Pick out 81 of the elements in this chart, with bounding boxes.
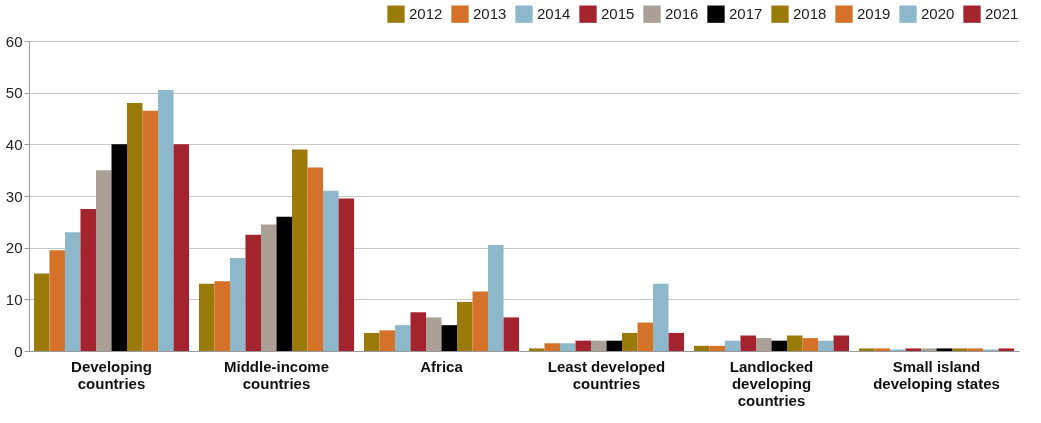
x-tick-label: Middle-income countries [223, 357, 330, 392]
bar [33, 273, 50, 351]
legend-label: 2016 [665, 5, 699, 23]
bar [214, 281, 230, 351]
y-tick-label: 10 [5, 290, 23, 308]
bar [544, 343, 560, 351]
bar [363, 332, 380, 351]
bar [724, 340, 741, 351]
bar [622, 332, 638, 351]
x-tick-label: Least developed countries [547, 357, 666, 392]
bar [936, 348, 953, 351]
legend-label: 2020 [921, 5, 955, 23]
bar [668, 332, 685, 351]
x-tick-label: Landlocked developing countries [729, 357, 814, 409]
bar [379, 330, 395, 351]
bar [323, 190, 339, 351]
bar [394, 325, 411, 351]
bar [693, 345, 710, 351]
bar [260, 224, 277, 351]
bar [95, 170, 112, 351]
y-tick-label: 60 [5, 32, 23, 50]
y-tick-label: 30 [5, 187, 23, 205]
bar [198, 283, 215, 351]
legend-label: 2014 [537, 5, 571, 23]
bar [905, 348, 921, 351]
bar [771, 340, 788, 351]
bar [80, 208, 96, 351]
bar [559, 343, 576, 351]
legend-label: 2021 [985, 5, 1019, 23]
bar [229, 258, 246, 351]
bar [740, 335, 756, 351]
legend-label: 2012 [409, 5, 443, 23]
bar [787, 335, 803, 351]
bar [755, 338, 772, 351]
bar [307, 167, 324, 351]
y-tick-label: 0 [14, 342, 23, 360]
bar [64, 232, 81, 351]
legend-label: 2019 [857, 5, 891, 23]
y-tick-label: 20 [5, 239, 23, 257]
bar [410, 312, 426, 351]
bar [425, 317, 442, 351]
bar [818, 340, 834, 351]
x-tick-label: Small island developing states [873, 357, 1000, 392]
bar [245, 234, 261, 351]
bar [503, 317, 520, 351]
bar [920, 348, 937, 351]
bar [802, 338, 819, 351]
bar [637, 322, 654, 351]
bar [858, 348, 875, 351]
bar [967, 348, 984, 351]
bar [590, 340, 607, 351]
bar [833, 335, 850, 351]
bar [173, 144, 190, 351]
bar [998, 348, 1015, 351]
bar [441, 325, 458, 351]
bar [606, 340, 623, 351]
bar [292, 149, 308, 351]
bar [528, 348, 545, 351]
legend-label: 2015 [601, 5, 635, 23]
bar [709, 345, 725, 351]
x-tick-label: Africa [420, 357, 464, 375]
bar [111, 144, 128, 351]
bar [142, 110, 159, 351]
bar [472, 291, 489, 351]
bar [488, 245, 504, 351]
y-tick-label: 50 [5, 84, 23, 102]
bar [127, 103, 143, 351]
bar [457, 301, 473, 351]
bar [952, 348, 968, 351]
y-tick-label: 40 [5, 135, 23, 153]
bar [276, 216, 293, 351]
bar [158, 90, 174, 351]
bar [874, 348, 890, 351]
bar [575, 340, 591, 351]
legend-label: 2017 [729, 5, 763, 23]
bar [49, 250, 65, 351]
legend-label: 2018 [793, 5, 827, 23]
bar [338, 198, 355, 351]
x-tick-label: Developing countries [71, 357, 152, 392]
bar [653, 283, 669, 351]
legend-label: 2013 [473, 5, 507, 23]
